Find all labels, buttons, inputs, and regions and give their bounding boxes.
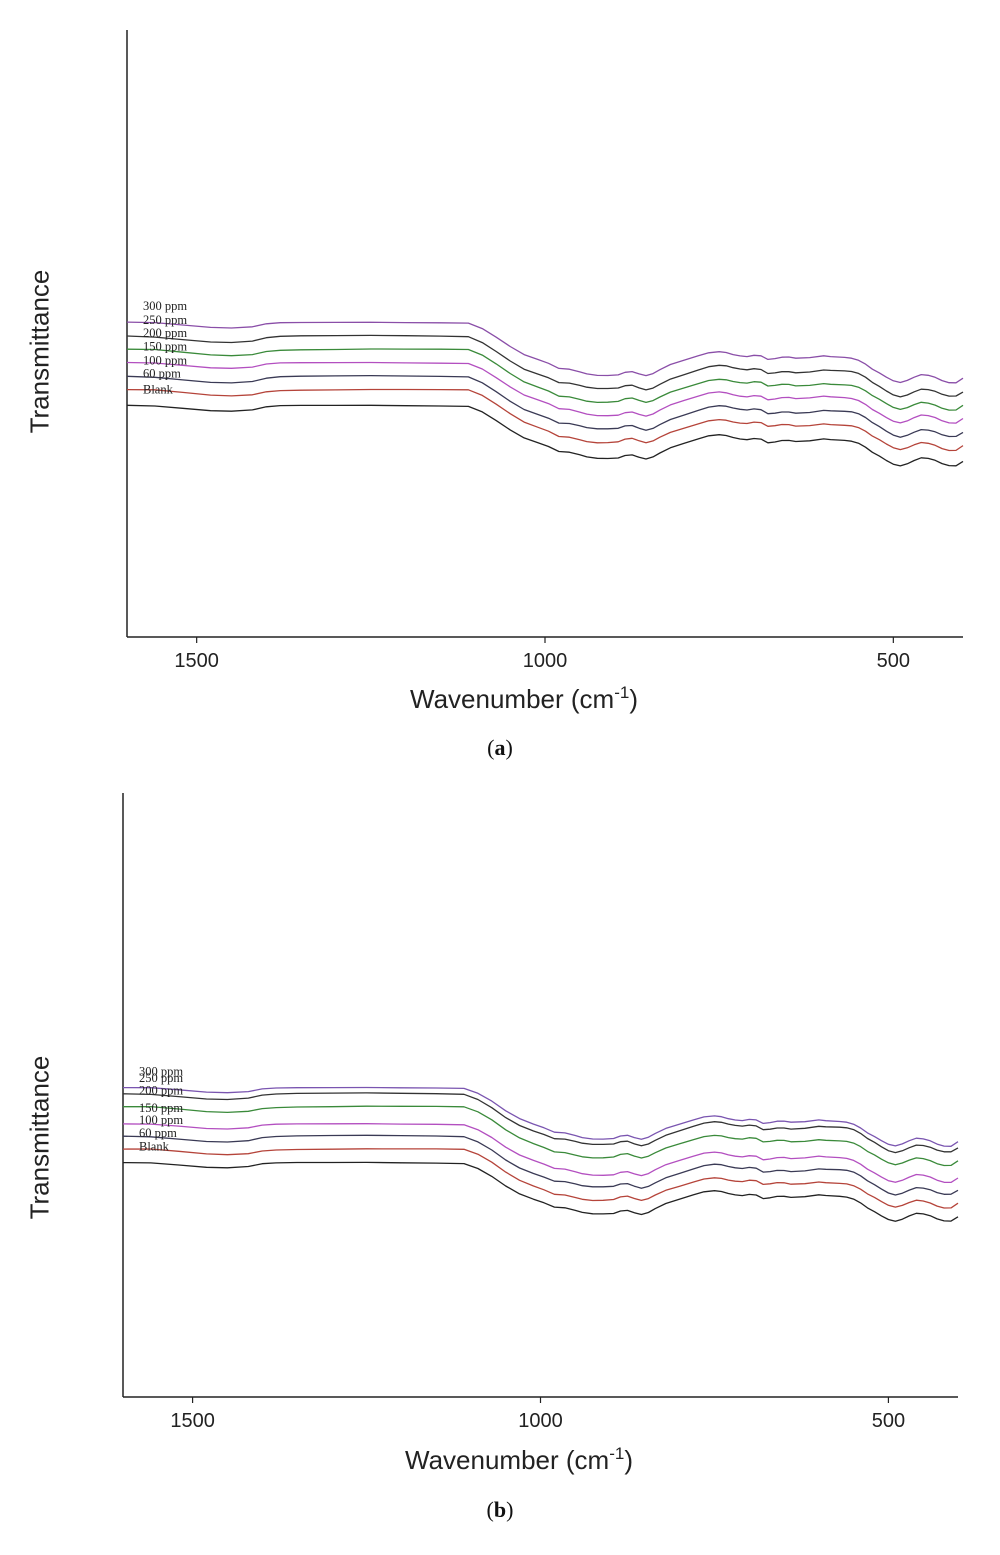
series-line	[126, 361, 964, 424]
chart-b-caption: (b)	[486, 1497, 514, 1522]
chart-b-xlabel-close: )	[624, 1445, 633, 1475]
chart-a-xlabel: Wavenumber (cm-1)	[410, 683, 638, 715]
series-line	[122, 1161, 959, 1222]
chart-a-ylabel: Transmittance	[24, 269, 55, 434]
series-line	[126, 334, 964, 398]
series-line	[126, 348, 964, 411]
chart-panel-b: 1500 1000 500 300 ppm 250 ppm 200 ppm 150 ppm 1…	[0, 785, 1000, 1555]
series-line	[122, 1134, 959, 1196]
x-tick-label: 500	[877, 650, 910, 672]
chart-a-caption: (a)	[487, 735, 513, 760]
chart-a-xlabel-text: Wavenumber (cm	[410, 684, 615, 714]
series-label: 100 ppm	[139, 1113, 183, 1127]
series-label: Blank	[139, 1140, 170, 1154]
series-line	[126, 404, 964, 467]
x-tick-label: 1500	[174, 650, 219, 672]
series-label: 100 ppm	[143, 353, 187, 367]
chart-b-xlabel: Wavenumber (cm-1)	[405, 1444, 633, 1476]
series-line	[122, 1105, 959, 1167]
chart-b-ylabel: Transmittance	[24, 1055, 55, 1220]
series-line	[122, 1148, 959, 1209]
series-label: Blank	[143, 382, 174, 396]
chart-b-xlabel-text: Wavenumber (cm	[405, 1445, 610, 1475]
series-line	[126, 321, 964, 384]
series-label: 200 ppm	[143, 326, 187, 340]
series-label: 60 ppm	[143, 367, 181, 381]
series-line	[126, 388, 964, 452]
series-label: 250 ppm	[143, 313, 187, 327]
x-tick-label: 1000	[523, 650, 568, 672]
series-label: 250 ppm	[139, 1071, 183, 1085]
chart-b-caption-letter: b	[493, 1497, 507, 1522]
series-label: 200 ppm	[139, 1084, 183, 1098]
series-label: 300 ppm	[139, 1065, 183, 1079]
chart-panel-a: 1500 1000 500 300 ppm 250 ppm 200 ppm 150 ppm 1…	[0, 0, 1000, 770]
x-tick-label: 500	[872, 1410, 905, 1432]
chart-a-xlabel-sup: -1	[614, 683, 630, 702]
chart-a-xlabel-close: )	[629, 684, 638, 714]
series-line	[126, 374, 964, 438]
series-label: 300 ppm	[143, 299, 187, 313]
x-tick-label: 1000	[518, 1410, 563, 1432]
series-label: 150 ppm	[143, 339, 187, 353]
series-line	[122, 1086, 959, 1147]
series-line	[122, 1092, 959, 1154]
series-label: 150 ppm	[139, 1101, 183, 1115]
series-line	[122, 1123, 959, 1184]
x-tick-label: 1500	[170, 1410, 215, 1432]
series-label: 60 ppm	[139, 1126, 177, 1140]
chart-a-caption-letter: a	[494, 735, 506, 760]
chart-b-xlabel-sup: -1	[609, 1444, 625, 1463]
